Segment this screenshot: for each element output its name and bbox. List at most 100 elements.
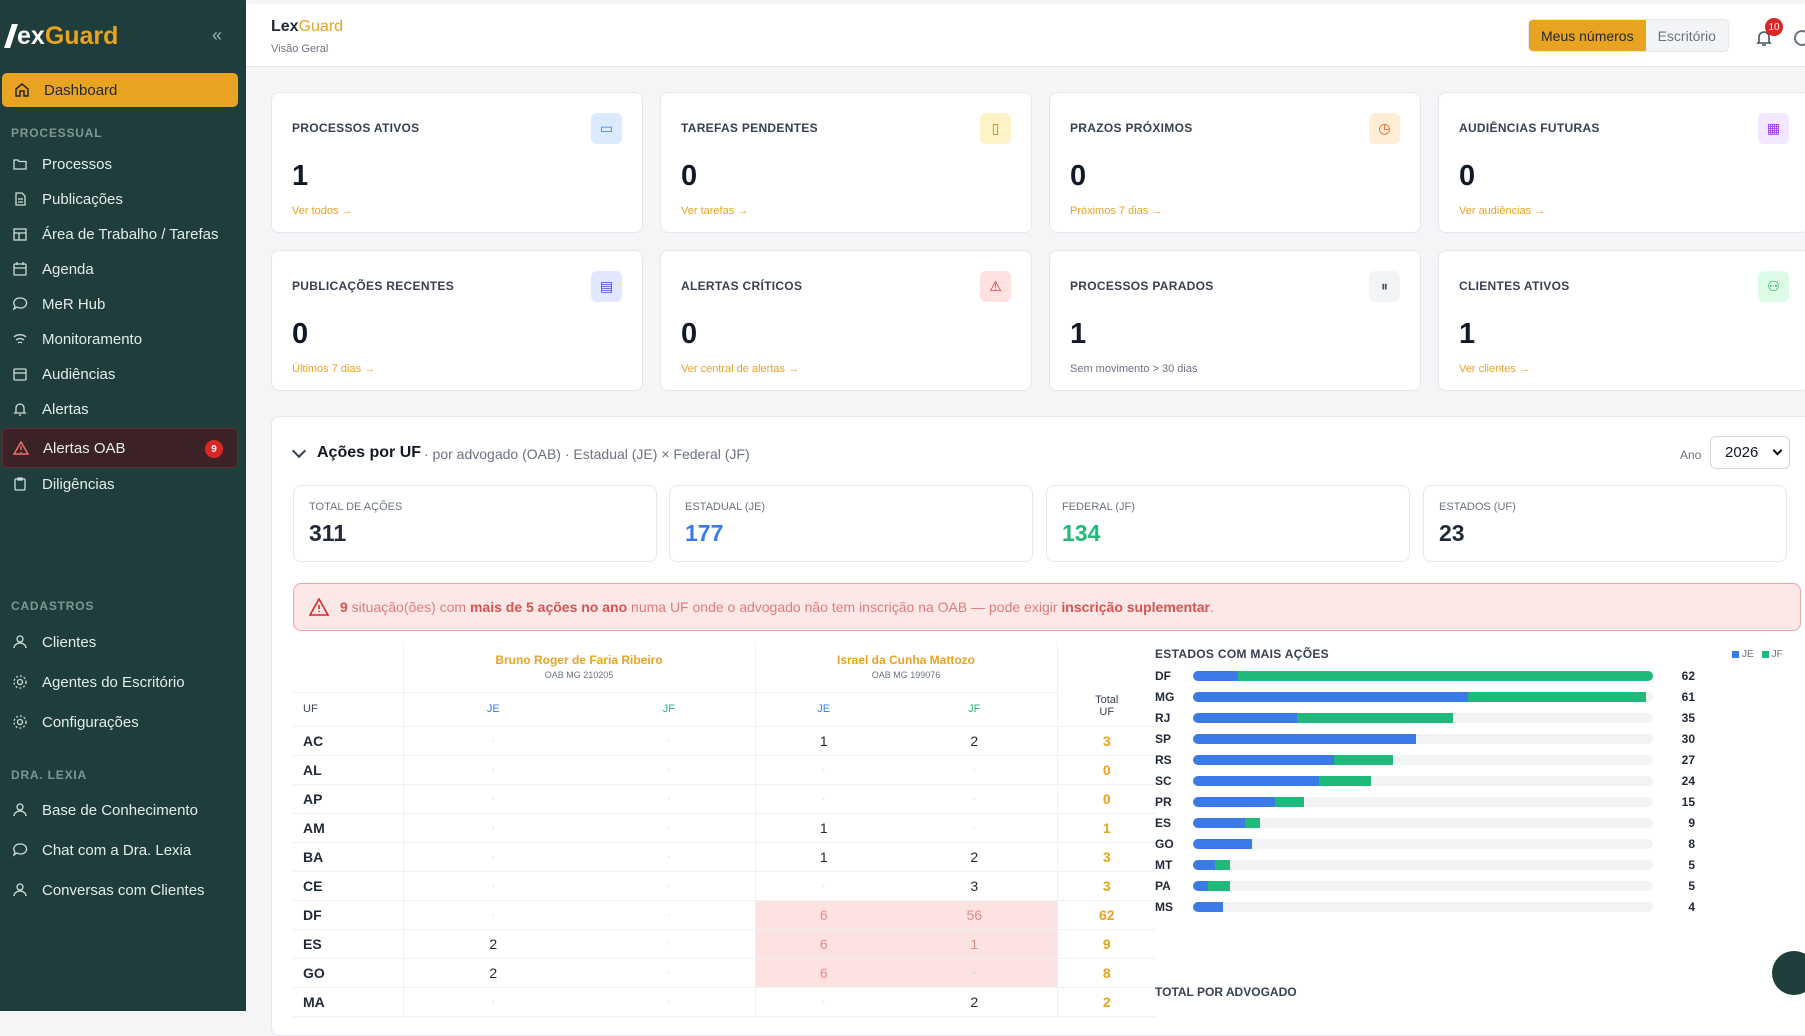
- sidebar-item-area-trabalho[interactable]: Área de Trabalho / Tarefas: [0, 216, 246, 252]
- cell-a: ·: [403, 900, 584, 930]
- ano-label: Ano: [1680, 448, 1702, 462]
- kpi-card: ALERTAS CRÍTICOS 0 Ver central de alertas …: [660, 250, 1032, 391]
- kpi-card: PROCESSOS ATIVOS 1 Ver todos → ▭: [271, 92, 643, 233]
- chevron-down-icon[interactable]: [291, 443, 307, 459]
- bar-track: [1193, 818, 1653, 828]
- bar-value: 9: [1688, 816, 1695, 830]
- sidebar-item-chat-lexia[interactable]: Chat com a Dra. Lexia: [0, 832, 246, 868]
- bar-value: 5: [1688, 858, 1695, 872]
- bar-track: [1193, 755, 1653, 765]
- cell-c: 6: [755, 900, 892, 930]
- bar-value: 5: [1688, 879, 1695, 893]
- cell-t: 62: [1057, 900, 1156, 930]
- sidebar-item-processos[interactable]: Processos: [0, 146, 246, 182]
- cell-uf: AL: [293, 755, 404, 785]
- advogado-2-name: Israel da Cunha Mattozo: [836, 653, 976, 668]
- bar-jf: [1274, 797, 1305, 807]
- bar-label: MT: [1155, 858, 1173, 872]
- table-row: AC · · 1 2 3: [293, 726, 1156, 756]
- cell-uf: AP: [293, 784, 404, 814]
- bar-track: [1193, 797, 1653, 807]
- bar-jf: [1296, 713, 1453, 723]
- cell-c: ·: [755, 987, 892, 1017]
- total-por-advogado-title: TOTAL POR ADVOGADO: [1155, 985, 1297, 999]
- sidebar-item-agentes[interactable]: Agentes do Escritório: [0, 664, 246, 700]
- cell-uf: AC: [293, 726, 404, 756]
- cell-d: 2: [891, 987, 1058, 1017]
- chat-fab-button[interactable]: [1772, 951, 1805, 995]
- theme-toggle-icon[interactable]: [1794, 30, 1805, 46]
- sidebar-item-publicacoes[interactable]: Publicações: [0, 181, 246, 217]
- sidebar-item-label: Publicações: [42, 190, 123, 208]
- kpi-link[interactable]: Últimos 7 dias →: [292, 363, 376, 375]
- bar-row: PA 5: [1155, 875, 1805, 897]
- bar-track: [1193, 692, 1653, 702]
- sidebar-item-conversas[interactable]: Conversas com Clientes: [0, 872, 246, 908]
- sidebar-item-merhub[interactable]: MeR Hub: [0, 286, 246, 322]
- meus-numeros-button[interactable]: Meus números: [1529, 20, 1646, 51]
- cell-d: ·: [891, 958, 1058, 988]
- kpi-link[interactable]: Próximos 7 dias →: [1070, 205, 1163, 217]
- col-je: JE: [403, 692, 584, 727]
- wifi-icon: [13, 334, 27, 344]
- clipboard-icon: ▯: [980, 113, 1011, 144]
- sidebar-item-diligencias[interactable]: Diligências: [0, 466, 246, 502]
- sidebar-item-label: Conversas com Clientes: [42, 881, 205, 899]
- sidebar-item-alertas-oab[interactable]: Alertas OAB 9: [2, 428, 238, 468]
- cell-c: 6: [755, 929, 892, 959]
- bar-track: [1193, 734, 1653, 744]
- sidebar-item-configuracoes[interactable]: Configurações: [0, 704, 246, 740]
- table-row: BA · · 1 2 3: [293, 842, 1156, 872]
- cell-c: 1: [755, 813, 892, 843]
- bar-value: 61: [1681, 690, 1695, 704]
- bar-label: PA: [1155, 879, 1171, 893]
- cell-uf: AM: [293, 813, 404, 843]
- sidebar-item-audiencias[interactable]: Audiências: [0, 356, 246, 392]
- kpi-link[interactable]: Ver todos →: [292, 205, 353, 217]
- kpi-link[interactable]: Ver clientes →: [1459, 363, 1530, 375]
- advogado-1-name: Bruno Roger de Faria Ribeiro: [495, 653, 663, 668]
- cell-uf: BA: [293, 842, 404, 872]
- gear-icon: [13, 675, 27, 689]
- sidebar-item-base-conhecimento[interactable]: Base de Conhecimento: [0, 792, 246, 828]
- escritorio-button[interactable]: Escritório: [1645, 20, 1728, 51]
- sidebar-item-label: Agenda: [42, 260, 94, 278]
- cell-d: 1: [891, 929, 1058, 959]
- kanban-icon: [13, 228, 27, 241]
- kpi-link[interactable]: Ver central de alertas →: [681, 363, 800, 375]
- kpi-value: 0: [292, 318, 309, 350]
- gear-icon: [13, 715, 27, 729]
- sidebar-item-dashboard[interactable]: Dashboard: [2, 73, 238, 107]
- sidebar-item-monitoramento[interactable]: Monitoramento: [0, 321, 246, 357]
- sidebar-item-label: Configurações: [42, 713, 139, 731]
- col-jf: JF: [891, 692, 1058, 727]
- cell-d: ·: [891, 784, 1058, 814]
- table-row: AM · · 1 · 1: [293, 813, 1156, 843]
- chevron-down-icon: [1772, 445, 1783, 456]
- cell-c: ·: [755, 784, 892, 814]
- kpi-label: AUDIÊNCIAS FUTURAS: [1459, 121, 1600, 135]
- logo-text-accent: Guard: [44, 21, 119, 50]
- cell-b: ·: [583, 929, 756, 959]
- collapse-sidebar-icon[interactable]: «: [212, 25, 223, 45]
- chat-bubble-icon: [12, 843, 28, 857]
- ano-select[interactable]: 2026: [1710, 436, 1790, 469]
- cell-b: ·: [583, 987, 756, 1017]
- table-row: GO 2 · 6 · 8: [293, 958, 1156, 988]
- bar-je: [1193, 734, 1416, 744]
- cell-d: 56: [891, 900, 1058, 930]
- sidebar-item-agenda[interactable]: Agenda: [0, 251, 246, 287]
- sidebar-item-alertas[interactable]: Alertas: [0, 391, 246, 427]
- top-bar: LexGuard Visão Geral Meus números Escrit…: [246, 4, 1805, 67]
- cell-t: 3: [1057, 871, 1156, 901]
- bar-track: [1193, 839, 1653, 849]
- cell-b: ·: [583, 900, 756, 930]
- lexguard-logo[interactable]: ex Guard: [4, 20, 119, 52]
- bar-row: SP 30: [1155, 728, 1805, 750]
- cell-d: 2: [891, 726, 1058, 756]
- bar-row: GO 8: [1155, 833, 1805, 855]
- cell-t: 3: [1057, 726, 1156, 756]
- sidebar-item-clientes[interactable]: Clientes: [0, 624, 246, 660]
- kpi-link[interactable]: Ver tarefas →: [681, 205, 749, 217]
- kpi-link[interactable]: Ver audiências →: [1459, 205, 1546, 217]
